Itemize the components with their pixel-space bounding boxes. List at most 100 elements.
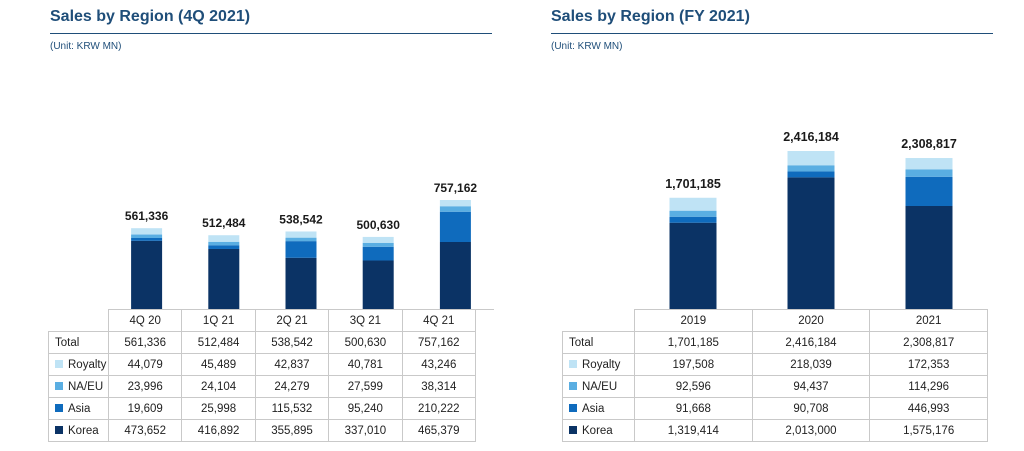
quarterly-data-table: 4Q 20 1Q 21 2Q 21 3Q 21 4Q 21 Total 561,336 512… [48,309,477,442]
total-label-2q-21: 538,542 [279,212,323,226]
table-cell: 172,353 [869,353,988,376]
annual-sales-panel: Sales by Region (FY 2021) (Unit: KRW MN)… [551,0,993,451]
table-cell: 355,895 [254,419,330,442]
total-label-2021: 2,308,817 [901,137,957,151]
quarterly-stacked-bar-chart: 561,336 512,484 538,542 500,630 757,162 [108,181,494,310]
table-cell: 218,039 [751,353,871,376]
table-cell: 19,609 [107,397,183,420]
quarterly-chart-title: Sales by Region (4Q 2021) [50,8,251,25]
row-label: Royalty [582,358,621,371]
table-cell: 197,508 [634,353,753,376]
bar-segment-korea-4q-20 [131,240,163,309]
table-cell: 473,652 [107,419,183,442]
annual-title-rule [551,33,993,34]
category-tick-label: 3Q 21 [328,309,403,332]
table-cell: 90,708 [751,397,871,420]
table-row-asia: Asia 19,609 25,998 115,532 95,240 210,222 [48,397,477,420]
bar-segment-royalty-4q-21 [439,200,471,207]
table-cell: 210,222 [401,397,477,420]
bar-segment-na-eu-3q-21 [362,242,394,247]
category-tick-label: 1Q 21 [181,309,256,332]
table-cell: 23,996 [107,375,183,398]
row-label: NA/EU [68,380,104,393]
annual-data-table: 2019 2020 2021 Total 1,701,185 2,416,184 2,308… [562,309,988,442]
bar-segment-korea-3q-21 [362,260,394,309]
table-cell: 1,319,414 [634,419,753,442]
table-cell: 27,599 [328,375,403,398]
bar-segment-na-eu-2021 [905,169,953,177]
table-cell: 337,010 [328,419,403,442]
legend-swatch-asia [569,403,577,412]
row-label-cell: Royalty [48,353,109,376]
legend-swatch-na-eu [55,381,63,390]
bar-segment-na-eu-2019 [669,210,717,217]
legend-swatch-asia [55,403,63,412]
row-label-cell: Asia [562,397,635,420]
row-label: Korea [68,424,99,437]
row-label-cell: Total [562,331,635,354]
category-tick-label: 2021 [869,309,988,332]
quarterly-unit-label: (Unit: KRW MN) [50,41,122,52]
total-label-4q-21: 757,162 [434,181,478,195]
row-label: Total [55,336,80,349]
bar-segment-korea-2020 [787,177,835,309]
annual-stacked-bar-chart: 1,701,185 2,416,184 2,308,817 [634,130,988,310]
legend-swatch-korea [569,425,577,434]
bar-segment-royalty-1q-21 [208,235,240,242]
table-cell: 2,013,000 [751,419,871,442]
bar-segment-royalty-2021 [905,158,953,170]
table-row-korea: Korea 473,652 416,892 355,895 337,010 465,379 [48,419,477,442]
bar-segment-asia-4q-20 [131,237,163,241]
table-cell: 92,596 [634,375,753,398]
bar-segment-royalty-3q-21 [362,236,394,243]
row-label-cell: NA/EU [48,375,109,398]
table-cell: 42,837 [254,353,330,376]
bar-segment-royalty-2020 [787,151,835,166]
bar-segment-asia-3q-21 [362,246,394,261]
total-label-2020: 2,416,184 [783,130,839,144]
table-cell: 25,998 [181,397,256,420]
category-tick-label: 2020 [751,309,871,332]
table-cell: 24,104 [181,375,256,398]
row-label: Total [569,336,594,349]
table-cell: 38,314 [401,375,477,398]
bar-segment-korea-1q-21 [208,248,240,309]
legend-swatch-korea [55,425,63,434]
table-header-row: 4Q 20 1Q 21 2Q 21 3Q 21 4Q 21 [48,309,477,332]
category-tick-label: 4Q 21 [401,309,477,332]
category-tick-label: 2Q 21 [254,309,330,332]
table-cell: 114,296 [869,375,988,398]
bar-segment-royalty-2q-21 [285,231,317,238]
bar-segment-na-eu-2q-21 [285,237,317,242]
table-cell: 115,532 [254,397,330,420]
total-label-1q-21: 512,484 [202,216,246,230]
table-row-na-eu: NA/EU 23,996 24,104 24,279 27,599 38,314 [48,375,477,398]
bar-segment-royalty-2019 [669,197,717,211]
bar-segment-royalty-4q-20 [131,228,163,235]
bar-segment-korea-4q-21 [439,242,471,309]
row-label-cell: Korea [48,419,109,442]
row-label: Asia [582,402,605,415]
row-label: Royalty [68,358,107,371]
total-label-3q-21: 500,630 [357,218,401,232]
table-cell: 416,892 [181,419,256,442]
table-cell: 40,781 [328,353,403,376]
table-cell: 44,079 [107,353,183,376]
total-label-2019: 1,701,185 [665,177,721,191]
table-cell: 45,489 [181,353,256,376]
bar-segment-asia-2q-21 [285,241,317,258]
table-cell: 561,336 [107,331,183,354]
row-label-cell: Korea [562,419,635,442]
bar-segment-korea-2021 [905,205,953,309]
table-row-asia: Asia 91,668 90,708 446,993 [562,397,988,420]
table-cell: 24,279 [254,375,330,398]
table-corner-cell [562,309,635,332]
bar-segment-na-eu-2020 [787,165,835,172]
table-cell: 43,246 [401,353,477,376]
row-label-cell: Royalty [562,353,635,376]
bar-segment-korea-2019 [669,222,717,309]
table-corner-cell [48,309,109,332]
bar-segment-korea-2q-21 [285,257,317,309]
table-cell: 500,630 [328,331,403,354]
table-cell: 94,437 [751,375,871,398]
